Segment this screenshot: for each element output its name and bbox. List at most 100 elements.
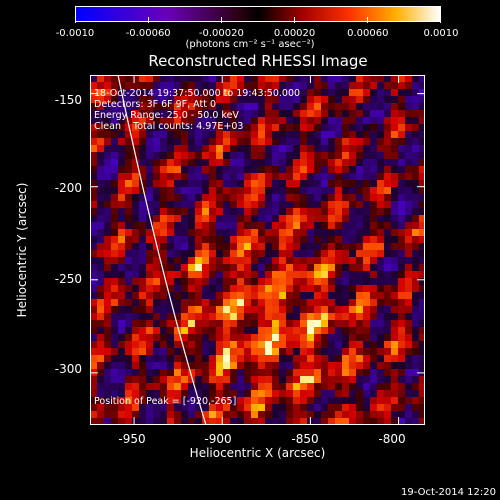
heatmap-cell — [146, 152, 153, 159]
heatmap-cell — [272, 222, 279, 229]
heatmap-cell — [153, 348, 160, 355]
heatmap-cell — [279, 159, 286, 166]
heatmap-cell — [132, 271, 139, 278]
heatmap-cell — [125, 215, 132, 222]
heatmap-cell — [272, 327, 279, 334]
heatmap-cell — [265, 243, 272, 250]
heatmap-cell — [335, 306, 342, 313]
heatmap-cell — [244, 397, 251, 404]
heatmap-cell — [398, 327, 405, 334]
heatmap-cell — [342, 334, 349, 341]
heatmap-cell — [391, 138, 398, 145]
heatmap-cell — [139, 278, 146, 285]
heatmap-cell — [132, 187, 139, 194]
heatmap-cell — [251, 110, 258, 117]
heatmap-cell — [419, 201, 425, 208]
heatmap-cell — [300, 89, 307, 96]
heatmap-cell — [258, 82, 265, 89]
heatmap-cell — [125, 299, 132, 306]
heatmap-cell — [391, 383, 398, 390]
heatmap-cell — [237, 117, 244, 124]
heatmap-cell — [97, 145, 104, 152]
heatmap-cell — [307, 404, 314, 411]
heatmap-cell — [111, 236, 118, 243]
heatmap-cell — [293, 355, 300, 362]
heatmap-cell — [419, 159, 425, 166]
heatmap-cell — [328, 236, 335, 243]
heatmap-cell — [111, 131, 118, 138]
heatmap-cell — [328, 306, 335, 313]
heatmap-cell — [216, 390, 223, 397]
heatmap-cell — [237, 390, 244, 397]
heatmap-cell — [328, 75, 335, 82]
heatmap-cell — [398, 110, 405, 117]
heatmap-cell — [419, 376, 425, 383]
heatmap-cell — [342, 152, 349, 159]
heatmap-cell — [384, 285, 391, 292]
heatmap-cell — [398, 215, 405, 222]
heatmap-cell — [328, 145, 335, 152]
heatmap-cell — [307, 131, 314, 138]
heatmap-cell — [90, 166, 97, 173]
heatmap-cell — [419, 257, 425, 264]
heatmap-cell — [118, 390, 125, 397]
heatmap-cell — [244, 89, 251, 96]
heatmap-cell — [153, 82, 160, 89]
heatmap-cell — [293, 278, 300, 285]
heatmap-cell — [188, 138, 195, 145]
heatmap-cell — [125, 201, 132, 208]
heatmap-cell — [153, 355, 160, 362]
heatmap-cell — [202, 404, 209, 411]
heatmap-cell — [104, 229, 111, 236]
heatmap-cell — [265, 306, 272, 313]
heatmap-cell — [111, 285, 118, 292]
heatmap-cell — [300, 383, 307, 390]
heatmap-cell — [363, 341, 370, 348]
heatmap-cell — [363, 138, 370, 145]
heatmap-cell — [314, 299, 321, 306]
heatmap-cell — [391, 96, 398, 103]
heatmap-cell — [216, 327, 223, 334]
heatmap-cell — [244, 201, 251, 208]
heatmap-cell — [202, 194, 209, 201]
heatmap-cell — [349, 110, 356, 117]
heatmap-cell — [279, 257, 286, 264]
heatmap-cell — [377, 187, 384, 194]
heatmap-cell — [419, 138, 425, 145]
heatmap-cell — [391, 292, 398, 299]
heatmap-cell — [146, 250, 153, 257]
heatmap-cell — [377, 152, 384, 159]
heatmap-cell — [349, 285, 356, 292]
heatmap-cell — [125, 250, 132, 257]
heatmap-cell — [97, 117, 104, 124]
heatmap-cell — [244, 313, 251, 320]
heatmap-cell — [118, 243, 125, 250]
heatmap-cell — [300, 187, 307, 194]
heatmap-cell — [370, 180, 377, 187]
heatmap-cell — [272, 236, 279, 243]
heatmap-cell — [398, 418, 405, 425]
heatmap-cell — [174, 292, 181, 299]
heatmap-cell — [370, 390, 377, 397]
heatmap-cell — [160, 152, 167, 159]
heatmap-cell — [230, 159, 237, 166]
heatmap-cell — [251, 215, 258, 222]
heatmap-cell — [223, 376, 230, 383]
heatmap-cell — [349, 362, 356, 369]
heatmap-cell — [153, 390, 160, 397]
heatmap-cell — [181, 355, 188, 362]
heatmap-cell — [307, 369, 314, 376]
heatmap-cell — [251, 313, 258, 320]
heatmap-cell — [419, 404, 425, 411]
heatmap-cell — [188, 383, 195, 390]
heatmap-cell — [391, 313, 398, 320]
heatmap-cell — [391, 418, 398, 425]
heatmap-cell — [125, 306, 132, 313]
heatmap-cell — [391, 215, 398, 222]
heatmap-cell — [104, 187, 111, 194]
heatmap-cell — [405, 208, 412, 215]
heatmap-cell — [146, 201, 153, 208]
heatmap-cell — [265, 257, 272, 264]
heatmap-cell — [265, 285, 272, 292]
heatmap-cell — [181, 243, 188, 250]
